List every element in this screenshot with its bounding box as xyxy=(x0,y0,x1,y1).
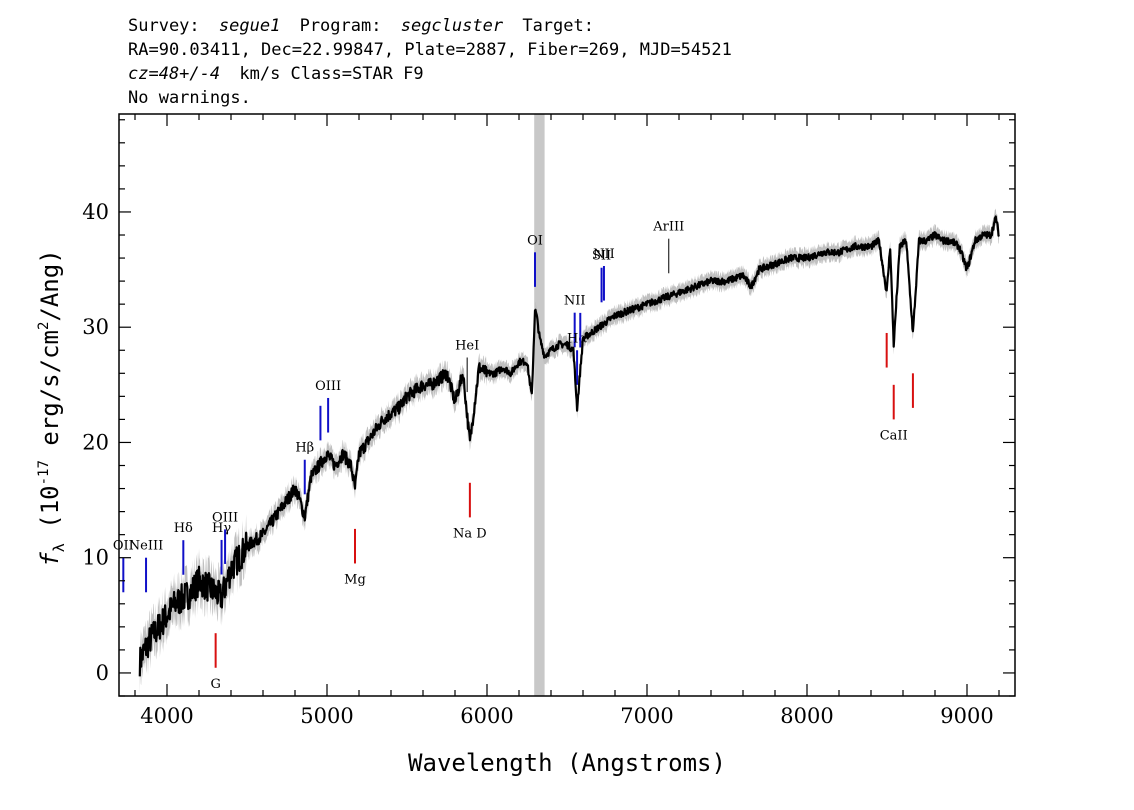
spectrum-line xyxy=(138,215,1000,677)
x-tick-label: 8000 xyxy=(780,704,833,728)
x-tick-label: 5000 xyxy=(300,704,353,728)
masked-region-bar xyxy=(534,114,545,696)
plot-axes: 4000 5000 6000 7000 8000 9000 0 10 20 30 40 xyxy=(82,113,1016,728)
line-label-nii6548: NII xyxy=(564,294,586,309)
x-axis-title: Wavelength (Angstroms) xyxy=(408,749,726,777)
error-band xyxy=(139,208,1000,695)
line-label-neiii: NeIII xyxy=(129,539,163,554)
line-label-sii6731: NII xyxy=(593,247,615,262)
line-label-hbeta: Hβ xyxy=(295,441,314,456)
x-tick-label: 9000 xyxy=(940,704,993,728)
line-label-ariii: ArIII xyxy=(652,220,684,235)
plot-header: Survey: segue1 Program: segcluster Targe… xyxy=(128,16,732,108)
error-band-area xyxy=(139,208,1000,695)
y-tick-label: 30 xyxy=(82,315,109,339)
program-value: segcluster xyxy=(401,16,504,36)
line-label-oii: OII xyxy=(113,539,134,554)
line-label-hgamma: Hγ xyxy=(212,521,231,536)
x-tick-label: 4000 xyxy=(140,704,193,728)
x-tick-label: 7000 xyxy=(620,704,673,728)
program-label: Program: xyxy=(300,16,382,36)
masked-region xyxy=(534,114,545,696)
class-text: km/s Class=STAR F9 xyxy=(239,64,423,84)
y-tick-label: 0 xyxy=(96,661,109,685)
line-label-mg: Mg xyxy=(344,572,366,587)
line-label-caii8542: CaII xyxy=(880,428,908,443)
target-label: Target: xyxy=(522,16,594,36)
line-label-oi: OI xyxy=(527,233,543,248)
header-line-1: Survey: segue1 Program: segcluster Targe… xyxy=(128,16,594,36)
spectrum-series xyxy=(138,215,1000,677)
header-line-2: RA=90.03411, Dec=22.99847, Plate=2887, F… xyxy=(128,40,732,60)
x-tick-label: 6000 xyxy=(460,704,513,728)
line-label-oiii4363: OIII xyxy=(212,510,238,525)
header-line-4: No warnings. xyxy=(128,88,251,108)
line-label-hdelta: Hδ xyxy=(174,521,193,536)
line-label-sii6716: SII xyxy=(592,249,611,264)
y-axis-title: fλ (10-17 erg/s/cm2/Ang) xyxy=(36,249,68,566)
line-label-oiii5007: OIII xyxy=(315,379,341,394)
survey-label: Survey: xyxy=(128,16,200,36)
line-label-g: G xyxy=(210,677,220,692)
y-tick-label: 10 xyxy=(82,546,109,570)
header-line-3: cz=48+/-4 km/s Class=STAR F9 xyxy=(128,64,424,84)
line-label-nad: Na D xyxy=(453,526,487,541)
y-tick-label: 40 xyxy=(82,200,109,224)
line-label-hei: HeI xyxy=(455,338,479,353)
y-tick-label: 20 xyxy=(82,430,109,454)
survey-value: segue1 xyxy=(219,16,280,36)
plot-frame xyxy=(118,113,1016,697)
redshift-value: cz=48+/-4 xyxy=(128,64,220,84)
